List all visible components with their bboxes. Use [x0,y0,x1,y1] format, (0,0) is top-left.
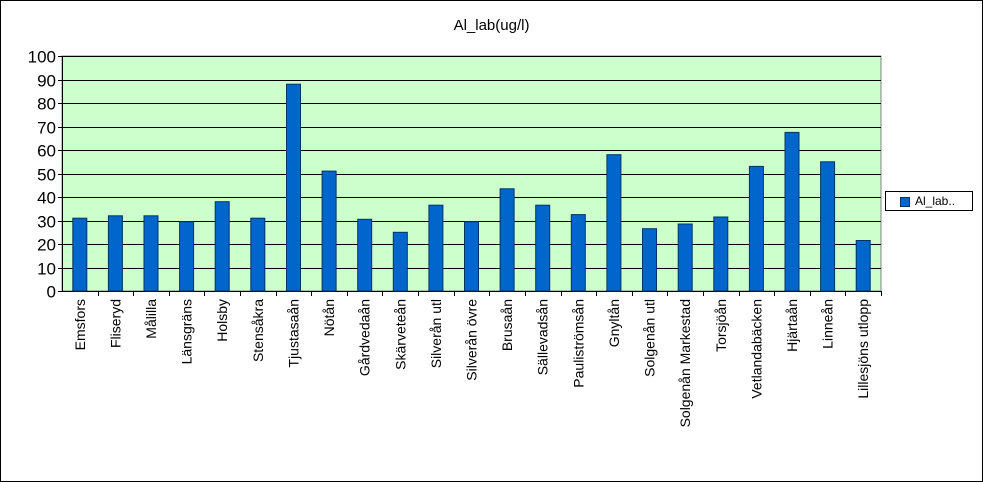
x-tick-label: Stensåkra [250,299,266,362]
bar [713,216,729,292]
bar [286,83,301,292]
bar [179,221,195,292]
bar [72,217,88,292]
x-tick-label: Brusaån [499,299,515,351]
x-tick-label: Torsjöån [713,299,729,352]
x-tick-label: Länsgräns [179,299,195,364]
x-tick-label: Vetlandabäcken [748,299,764,399]
y-tick-label: 90 [37,72,56,91]
x-tick-label: Solgenån Markestad [677,299,693,427]
y-tick-label: 30 [37,213,56,232]
x-tick-label: Silverån övre [464,299,480,381]
bar [357,218,373,292]
bar [250,217,266,292]
chart-title: Al_lab(ug/l) [453,17,530,34]
legend: Al_lab.. [885,191,973,211]
y-tick-label: 0 [47,283,56,302]
bar [748,165,764,292]
x-tick-label: Gnyltån [606,299,622,347]
bar [107,215,123,292]
bar [499,188,515,292]
x-tick-label: Sällevadsån [535,299,551,375]
bar [321,170,337,292]
bar [535,204,551,292]
bar [464,221,479,292]
bar [143,215,159,292]
x-tick-label: Målilla [143,299,159,339]
bar [855,240,871,292]
bar [570,214,586,292]
y-tick-label: 80 [37,95,56,114]
x-tick-label: Hjärtaån [784,299,800,352]
x-tick-label: Solgenån utl [642,299,658,377]
x-tick-label: Pauliströmsån [570,299,586,388]
bar [677,223,693,292]
y-tick-label: 10 [37,260,56,279]
bar [392,231,408,292]
x-tick-label: Linneån [820,299,836,349]
legend-swatch [900,197,910,207]
bar [820,161,836,292]
bar [214,201,230,292]
x-tick-label: Tjustasaån [286,299,302,367]
y-tick-label: 50 [37,166,56,185]
x-tick-label: Nötån [321,299,337,336]
legend-label: Al_lab.. [915,194,956,208]
x-tick-label: Holsby [214,299,230,342]
x-tick-label: Fliseryd [107,299,123,348]
y-tick-label: 100 [28,48,56,67]
x-tick-label: Lillesjöns utlopp [855,299,871,399]
y-tick-label: 70 [37,119,56,138]
bar [606,154,622,292]
y-tick-label: 20 [37,236,56,255]
x-tick-label: Silverån utl [428,299,444,368]
x-tick-label: Gårdvedaån [357,299,373,376]
y-tick-label: 40 [37,189,56,208]
x-tick-label: Emsfors [72,299,88,350]
bar [642,228,657,292]
y-tick-label: 60 [37,142,56,161]
bar [428,204,444,292]
x-tick-label: Skärveteån [392,299,408,370]
bar [784,131,800,292]
